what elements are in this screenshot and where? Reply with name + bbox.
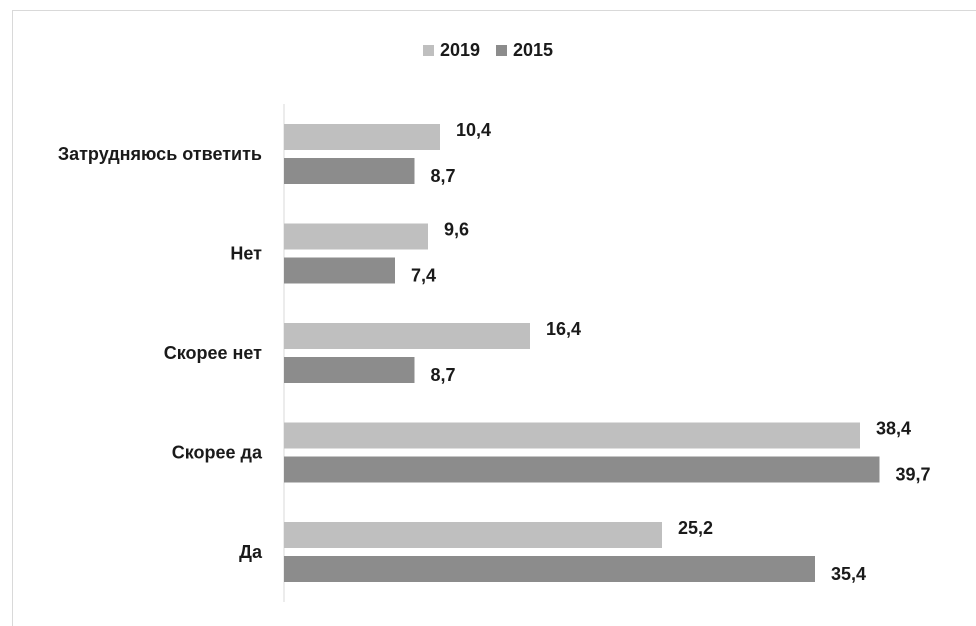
data-label: 9,6 [444, 220, 469, 240]
legend-label-2019: 2019 [439, 40, 480, 60]
category-label: Скорее нет [164, 343, 262, 363]
data-label: 38,4 [876, 419, 911, 439]
data-label: 16,4 [546, 319, 581, 339]
category-label: Скорее да [172, 443, 263, 463]
legend-item-2019: 2019 [422, 40, 480, 61]
data-label: 8,7 [431, 166, 456, 186]
bar-2015 [284, 556, 815, 582]
category-label: Затрудняюсь ответить [58, 144, 262, 164]
legend-swatch-2015 [496, 45, 507, 56]
bar-2015 [284, 158, 415, 184]
data-label: 8,7 [431, 365, 456, 385]
bar-2015 [284, 456, 880, 483]
data-label: 39,7 [896, 465, 931, 485]
data-label: 25,2 [678, 518, 713, 538]
bar-2019 [284, 223, 428, 250]
legend-item-2015: 2015 [496, 40, 553, 61]
bar-2019 [284, 124, 440, 150]
data-label: 7,4 [411, 266, 436, 286]
bar-2015 [284, 357, 415, 383]
category-label: Нет [230, 244, 262, 264]
category-label: Да [239, 542, 263, 562]
legend-label-2015: 2015 [513, 40, 554, 60]
bar-2019 [284, 522, 662, 548]
legend: 2019 2015 [0, 40, 976, 61]
bar-2019 [284, 323, 530, 349]
data-label: 10,4 [456, 120, 491, 140]
bar-2015 [284, 257, 395, 284]
legend-swatch-2019 [422, 45, 434, 56]
data-label: 35,4 [831, 564, 866, 584]
bar-2019 [284, 422, 860, 449]
